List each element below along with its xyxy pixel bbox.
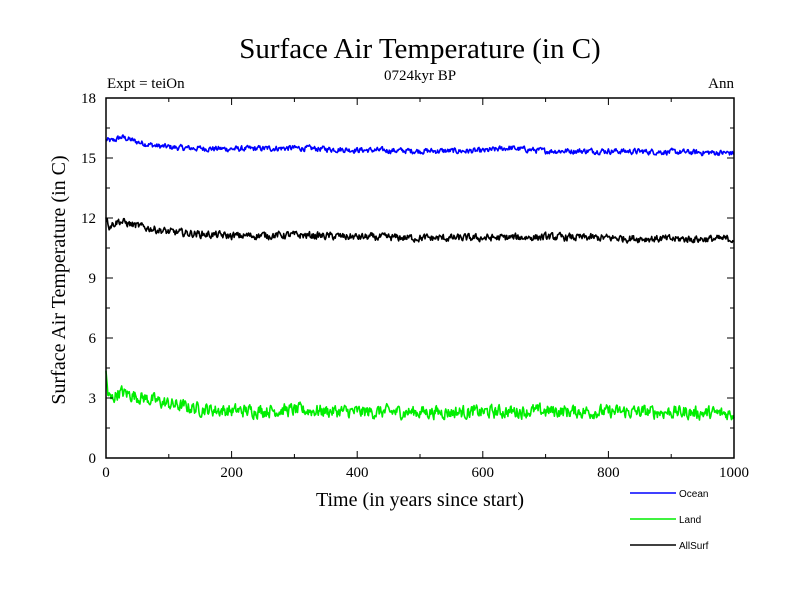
legend: Ocean Land AllSurf — [630, 489, 709, 552]
x-tick-label: 0 — [102, 465, 110, 481]
series-line-ocean — [105, 134, 735, 157]
x-axis-ticks: 0 200 400 600 800 1000 — [102, 98, 749, 481]
x-tick-label: 600 — [472, 465, 495, 481]
y-tick-label: 18 — [81, 91, 96, 107]
y-tick-label: 0 — [89, 451, 97, 467]
y-axis-ticks: 0 3 6 9 12 15 18 — [81, 91, 734, 467]
y-tick-label: 9 — [89, 271, 97, 287]
x-axis-label: Time (in years since start) — [316, 489, 524, 511]
legend-label-ocean: Ocean — [679, 489, 708, 500]
series-layer — [105, 134, 735, 421]
y-tick-label: 6 — [89, 331, 97, 347]
season-label: Ann — [708, 76, 734, 92]
y-tick-label: 3 — [89, 391, 97, 407]
x-tick-label: 800 — [597, 465, 620, 481]
chart-title: Surface Air Temperature (in C) — [239, 33, 600, 65]
experiment-label: Expt = teiOn — [107, 76, 185, 92]
y-axis-label: Surface Air Temperature (in C) — [48, 155, 70, 404]
y-tick-label: 12 — [81, 211, 96, 227]
x-tick-label: 200 — [220, 465, 243, 481]
x-tick-label: 1000 — [719, 465, 749, 481]
y-tick-label: 15 — [81, 151, 96, 167]
series-line-allsurf — [105, 217, 735, 244]
legend-label-allsurf: AllSurf — [679, 541, 709, 552]
series-line-land — [105, 370, 735, 421]
chart-subtitle: 0724kyr BP — [384, 68, 456, 84]
x-tick-label: 400 — [346, 465, 369, 481]
legend-label-land: Land — [679, 515, 701, 526]
